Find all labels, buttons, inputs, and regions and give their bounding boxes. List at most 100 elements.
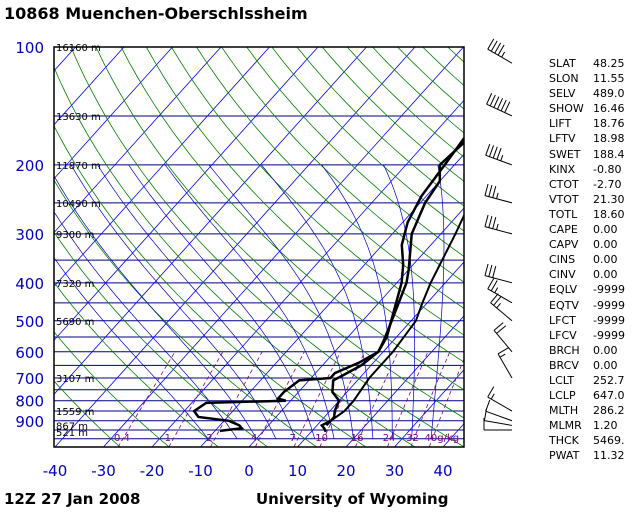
index-value: 11.32: [593, 449, 625, 463]
dry-adiabat: [246, 47, 464, 257]
moist-adiabat: [208, 164, 354, 439]
pressure-axis: 100 200 300 400 500 600 700 800 900: [15, 39, 44, 431]
index-row: BRCV 0.00: [549, 358, 637, 373]
wind-barb-feather: [500, 99, 507, 112]
index-name: CINS: [549, 253, 576, 267]
index-value: -0.80: [593, 162, 622, 176]
wind-barb-feather: [484, 183, 489, 196]
index-name: CINV: [549, 268, 576, 282]
wind-barb-feather: [487, 278, 495, 290]
wind-barb: [487, 386, 513, 412]
dry-adiabat: [70, 47, 464, 447]
isotherm-line: [103, 47, 464, 447]
index-name: CTOT: [549, 177, 579, 191]
wind-barb-feather: [490, 393, 495, 400]
index-name: MLMR: [549, 419, 582, 433]
pressure-tick-label: 600: [15, 344, 44, 362]
index-name: SHOW: [549, 102, 584, 116]
dry-adiabat: [54, 125, 367, 447]
wind-barb-feather: [494, 287, 499, 294]
source-credit: University of Wyoming: [256, 490, 449, 508]
index-value: 21.30: [593, 192, 625, 206]
wind-barb-feather: [497, 98, 504, 110]
index-row: CAPE 0.00: [549, 222, 637, 237]
index-value: 0.00: [593, 223, 618, 237]
wind-barb-feather: [492, 265, 497, 278]
dry-adiabat: [196, 47, 464, 309]
mixing-ratio-line: [355, 351, 399, 447]
moist-adiabat: [128, 164, 316, 439]
dry-adiabat: [95, 47, 464, 419]
stability-indices-list: SLAT 48.25 SLON 11.55 SELV 489.0 SHOW 16.46 LIFT…: [549, 56, 637, 464]
wind-barb: [484, 214, 513, 235]
index-row: MLMR 1.20: [549, 418, 637, 433]
height-label: 1559 m: [56, 407, 94, 418]
wind-barb-feather: [493, 96, 500, 108]
index-name: EQLV: [549, 283, 578, 297]
dry-adiabat: [221, 47, 464, 283]
mixing-ratio-line: [210, 351, 263, 447]
wind-barb-feather: [488, 184, 493, 197]
index-row: SELV 489.0: [549, 86, 637, 101]
wind-barb-feather: [488, 264, 493, 277]
mixing-ratio-line: [428, 358, 464, 447]
temperature-tick-label: -40: [43, 462, 68, 480]
wind-barb-feather: [499, 353, 506, 358]
isotherm-line: [54, 47, 222, 234]
wind-barb: [486, 93, 513, 117]
wind-barb-staff: [484, 420, 513, 426]
wind-barb-feather: [500, 155, 504, 161]
height-label: 867 m: [56, 421, 88, 432]
wind-barb-feather: [496, 147, 502, 160]
mixing-ratio-line: [117, 351, 176, 447]
index-name: BRCV: [549, 358, 579, 372]
index-row: SHOW 16.46: [549, 101, 637, 116]
index-row: VTOT 21.30: [549, 192, 637, 207]
index-name: MLTH: [549, 404, 579, 418]
index-row: SLON 11.55: [549, 71, 637, 86]
wind-barb-feather: [490, 280, 498, 292]
dry-adiabat: [271, 47, 464, 232]
wind-barb-staff: [484, 275, 513, 284]
temperature-tick-label: -10: [188, 462, 213, 480]
index-value: -9999: [593, 283, 625, 297]
index-row: SLAT 48.25: [549, 56, 637, 71]
height-label: 11870 m: [56, 161, 101, 172]
wind-barb-staff: [487, 48, 513, 64]
index-value: 0.00: [593, 343, 618, 357]
index-name: SWET: [549, 147, 581, 161]
mixing-ratio-label: 4: [251, 433, 257, 444]
index-row: CAPV 0.00: [549, 237, 637, 252]
wind-barb-feather: [497, 44, 505, 56]
wind-barb-feather: [487, 386, 495, 398]
wind-barb-staff: [485, 410, 513, 422]
wind-barb: [490, 293, 513, 322]
plot-frame: [53, 46, 465, 448]
index-row: LCLP 647.0: [549, 388, 637, 403]
plot-area: [54, 47, 464, 447]
wind-barb-feather: [490, 293, 499, 304]
temperature-tick-label: 40: [433, 462, 452, 480]
index-value: 489.0: [593, 87, 625, 101]
index-name: CAPE: [549, 223, 578, 237]
pressure-tick-label: 500: [15, 313, 44, 331]
wind-barb: [485, 143, 513, 166]
wind-barbs: [483, 38, 513, 431]
index-name: SELV: [549, 87, 576, 101]
isotherm-line: [394, 369, 464, 447]
wind-barb-staff: [484, 195, 513, 204]
index-row: EQLV -9999: [549, 282, 637, 297]
wind-barb-feather: [493, 295, 502, 306]
moist-adiabat: [54, 175, 257, 439]
wind-barb-feather: [484, 263, 489, 276]
wind-barb-staff: [493, 330, 513, 353]
index-value: 5469.: [593, 434, 625, 448]
index-value: 18.76: [593, 117, 625, 131]
index-row: TOTL 18.60: [549, 207, 637, 222]
height-label: 16160 m: [56, 43, 101, 54]
isotherm-line: [297, 261, 464, 447]
wind-barb: [484, 183, 513, 204]
pressure-tick-label: 400: [15, 275, 44, 293]
height-labels: 16160 m 13630 m 11870 m 10490 m 9300 m 7320 m…: [56, 43, 101, 439]
